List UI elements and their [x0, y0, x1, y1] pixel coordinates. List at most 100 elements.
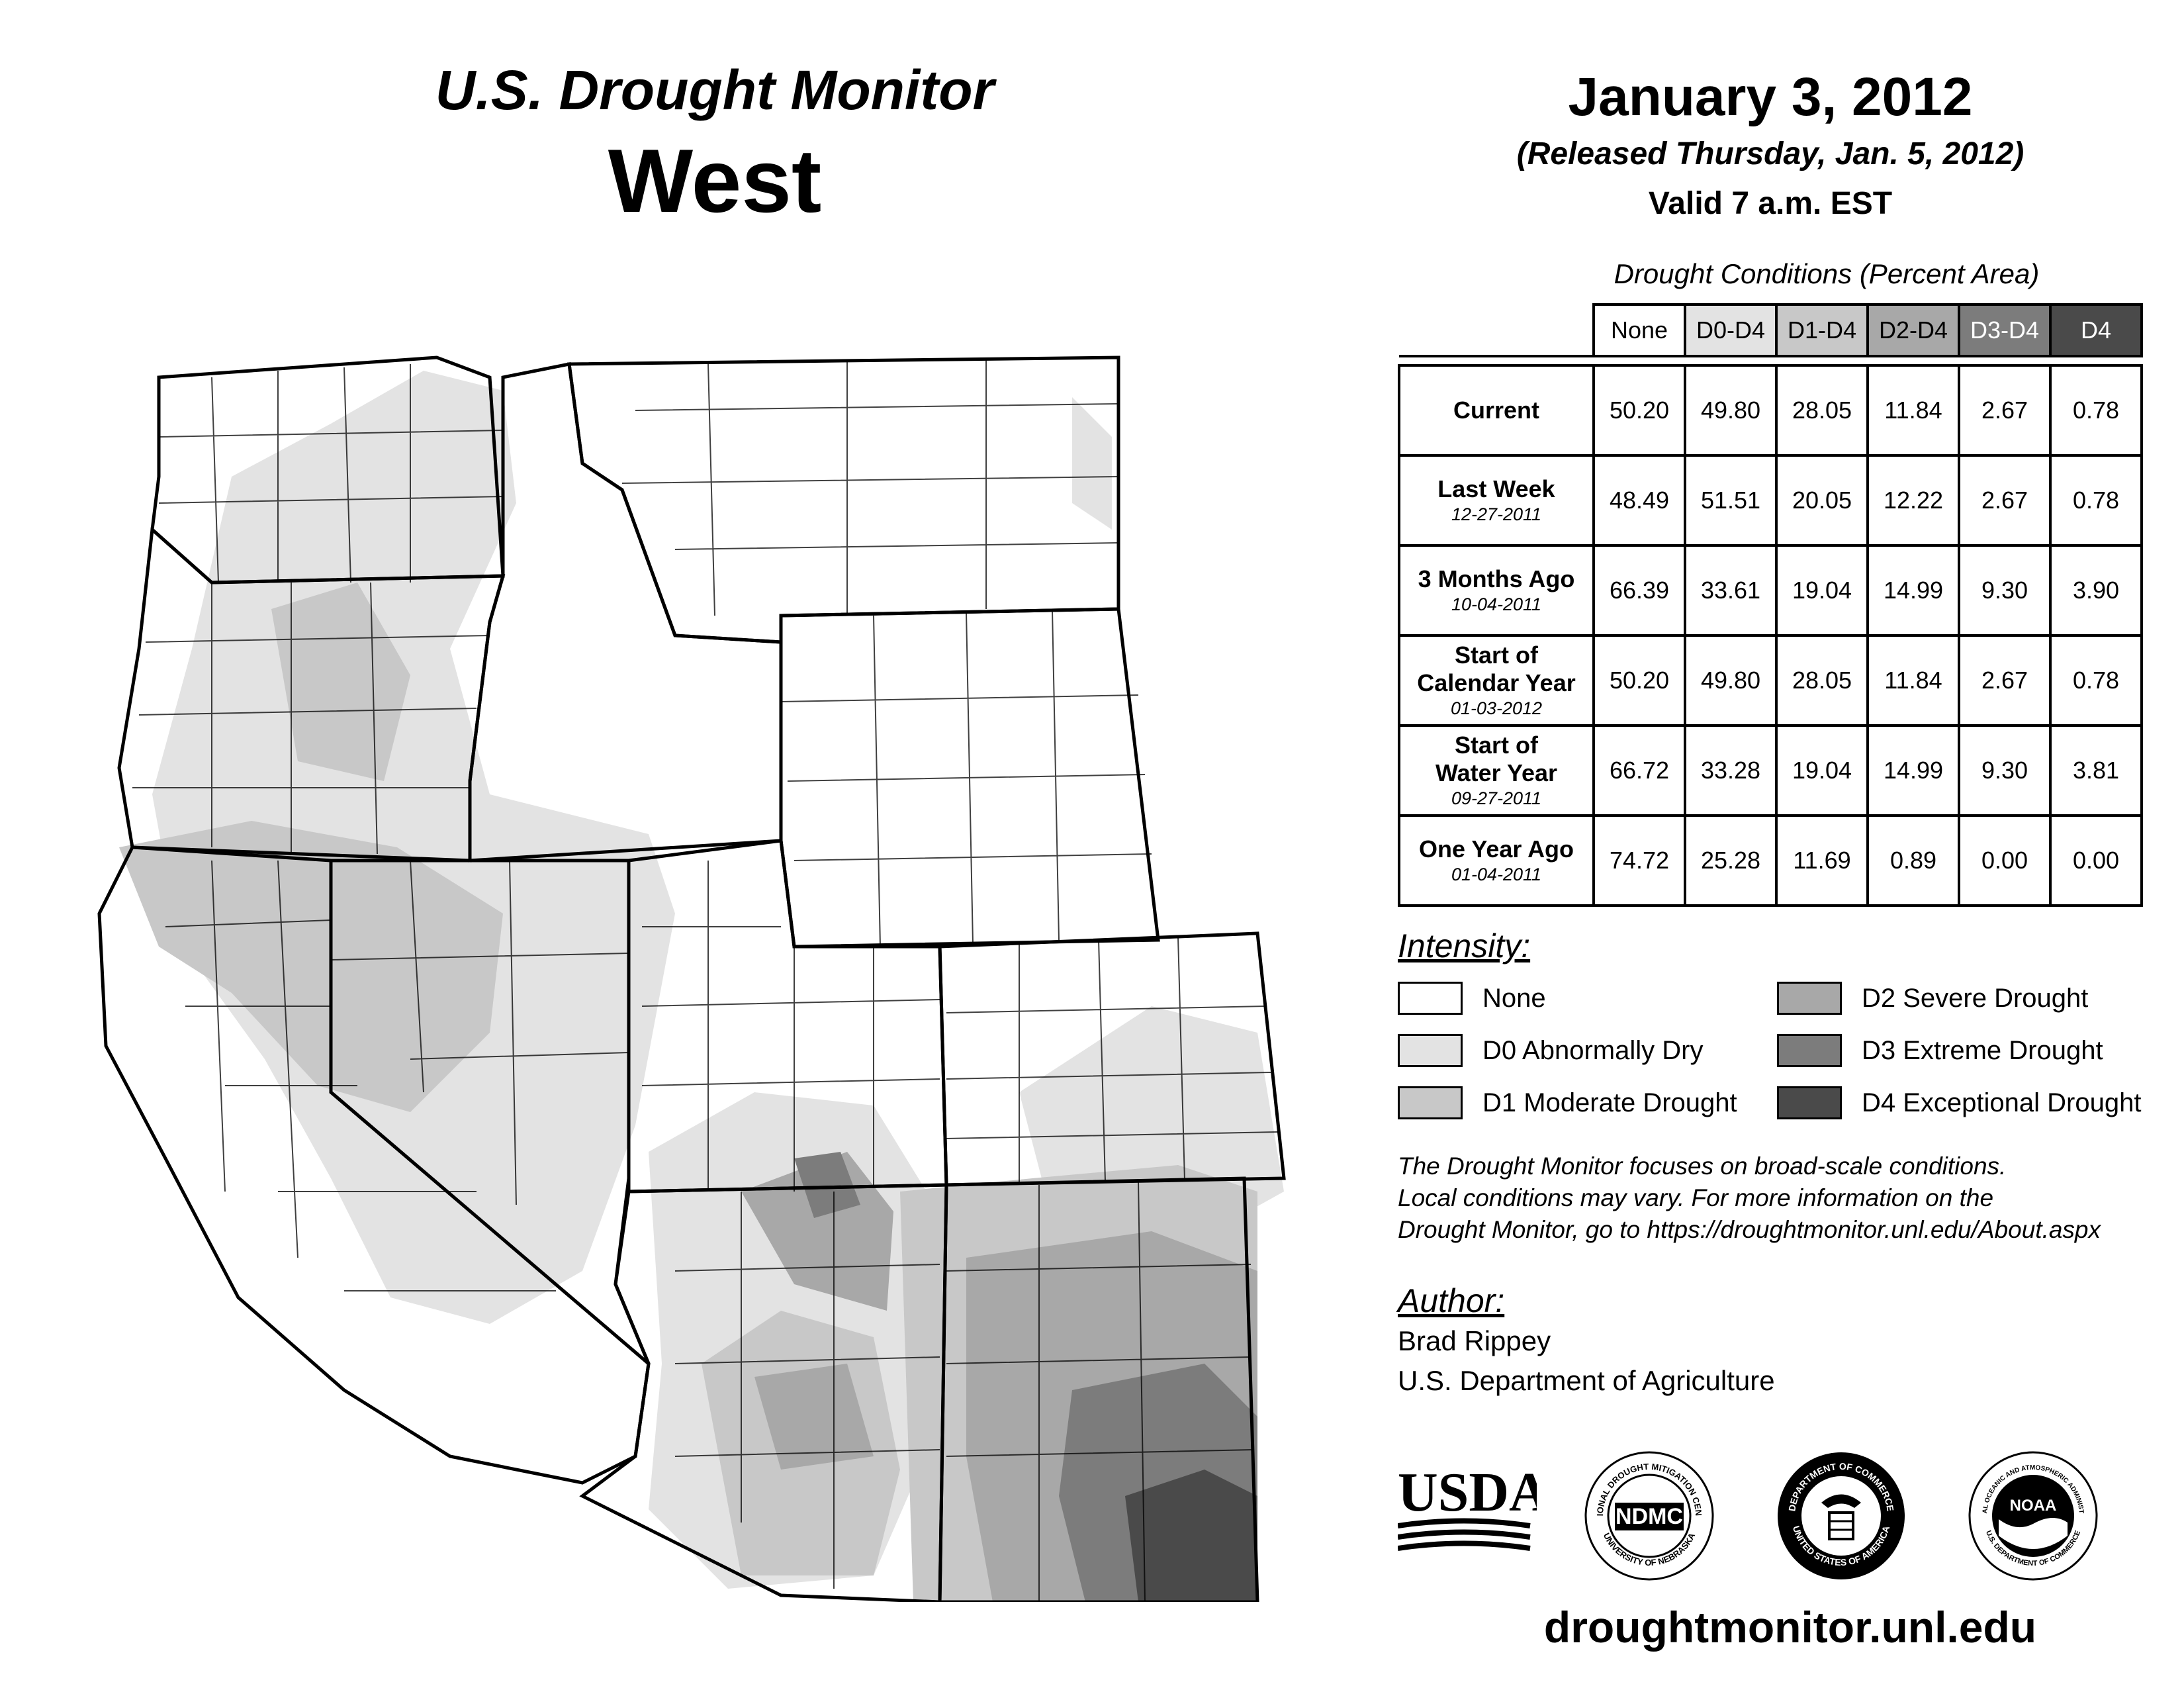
- table-cell: 14.99: [1866, 724, 1960, 817]
- row-label-main-2: Water Year: [1435, 759, 1558, 786]
- legend-label: D1 Moderate Drought: [1482, 1088, 1737, 1117]
- author-name: Brad Rippey: [1398, 1325, 1551, 1356]
- release-date: (Released Thursday, Jan. 5, 2012): [1516, 136, 2025, 171]
- row-label-main: 3 Months Ago: [1418, 565, 1575, 592]
- table-cell: 2.67: [1958, 634, 2052, 727]
- noaa-logo-text: NOAA: [2010, 1497, 2057, 1515]
- noaa-logo: NATIONAL OCEANIC AND ATMOSPHERIC ADMINIS…: [1967, 1450, 2098, 1581]
- usda-logo-text: USDA: [1398, 1463, 1537, 1523]
- ndmc-logo: NATIONAL DROUGHT MITIGATION CENTER UNIVE…: [1583, 1450, 1714, 1581]
- table-corner: [1399, 305, 1595, 357]
- col-header-none: None: [1592, 303, 1686, 357]
- table-cell: 20.05: [1775, 454, 1869, 547]
- table-cell: 0.89: [1866, 814, 1960, 907]
- table-cell: 9.30: [1958, 544, 2052, 637]
- table-row: 3 Months Ago 10-04-2011 66.39 33.61 19.0…: [1398, 544, 2143, 637]
- legend-swatch-d4: [1777, 1086, 1842, 1119]
- region-title: West: [608, 130, 822, 231]
- row-label: One Year Ago 01-04-2011: [1398, 814, 1595, 907]
- row-label-date: 12-27-2011: [1451, 504, 1542, 524]
- table-cell: 49.80: [1684, 634, 1778, 727]
- legend-swatch-d0: [1398, 1034, 1463, 1067]
- legend-label: None: [1482, 983, 1546, 1013]
- drought-stats-table: None D0-D4 D1-D4 D2-D4 D3-D4 D4 Current …: [1398, 303, 2143, 907]
- idaho-outline: [468, 362, 783, 863]
- author-organization: U.S. Department of Agriculture: [1398, 1365, 1775, 1396]
- table-cell: 51.51: [1684, 454, 1778, 547]
- table-cell: 0.78: [2049, 634, 2143, 727]
- disclaimer-note: The Drought Monitor focuses on broad-sca…: [1398, 1150, 2159, 1246]
- row-label: Start of Water Year 09-27-2011: [1398, 724, 1595, 817]
- table-cell: 33.28: [1684, 724, 1778, 817]
- legend-title: Intensity:: [1398, 927, 1531, 964]
- row-label-main: Start of: [1455, 641, 1538, 669]
- website-url[interactable]: droughtmonitor.unl.edu: [1543, 1603, 2037, 1652]
- table-cell: 74.72: [1592, 814, 1686, 907]
- table-cell: 2.67: [1958, 364, 2052, 457]
- legend-item-none: None: [1398, 982, 1546, 1015]
- table-cell: 25.28: [1684, 814, 1778, 907]
- table-row: Start of Calendar Year 01-03-2012 50.20 …: [1398, 634, 2143, 727]
- map-date: January 3, 2012: [1568, 67, 1973, 127]
- table-cell: 48.49: [1592, 454, 1686, 547]
- row-label: 3 Months Ago 10-04-2011: [1398, 544, 1595, 637]
- legend-swatch-d2: [1777, 982, 1842, 1015]
- legend-item-d0: D0 Abnormally Dry: [1398, 1034, 1703, 1067]
- table-cell: 0.00: [1958, 814, 2052, 907]
- note-line: Local conditions may vary. For more info…: [1398, 1184, 1994, 1211]
- county-lines: [132, 359, 1278, 1602]
- legend-swatch-d3: [1777, 1034, 1842, 1067]
- state-boundaries: [97, 355, 1286, 1602]
- col-header-d3-d4: D3-D4: [1958, 303, 2052, 357]
- row-label: Current: [1398, 364, 1595, 457]
- commerce-seal: DEPARTMENT OF COMMERCE UNITED STATES OF …: [1778, 1452, 1905, 1579]
- usda-logo: USDA: [1398, 1463, 1537, 1551]
- note-line: The Drought Monitor focuses on broad-sca…: [1398, 1152, 2007, 1180]
- legend-label: D3 Extreme Drought: [1862, 1035, 2103, 1065]
- table-row: One Year Ago 01-04-2011 74.72 25.28 11.6…: [1398, 814, 2143, 907]
- row-label: Last Week 12-27-2011: [1398, 454, 1595, 547]
- valid-time: Valid 7 a.m. EST: [1648, 186, 1893, 221]
- row-label-main: Last Week: [1437, 475, 1555, 502]
- row-label-main: Start of: [1455, 731, 1538, 759]
- table-row: Start of Water Year 09-27-2011 66.72 33.…: [1398, 724, 2143, 817]
- legend-item-d4: D4 Exceptional Drought: [1777, 1086, 2141, 1119]
- row-label-date: 01-03-2012: [1450, 698, 1543, 718]
- table-cell: 0.78: [2049, 364, 2143, 457]
- table-cell: 11.84: [1866, 364, 1960, 457]
- table-cell: 14.99: [1866, 544, 1960, 637]
- table-cell: 9.30: [1958, 724, 2052, 817]
- legend-label: D0 Abnormally Dry: [1482, 1035, 1704, 1065]
- map-title: U.S. Drought Monitor: [435, 59, 995, 121]
- row-label-main: Current: [1453, 397, 1539, 424]
- row-label-date: 09-27-2011: [1451, 788, 1542, 808]
- table-row: Current 50.20 49.80 28.05 11.84 2.67 0.7…: [1398, 364, 2143, 457]
- table-cell: 12.22: [1866, 454, 1960, 547]
- table-cell: 33.61: [1684, 544, 1778, 637]
- wyoming-outline: [779, 607, 1160, 949]
- legend-item-d3: D3 Extreme Drought: [1777, 1034, 2103, 1067]
- legend-swatch-none: [1398, 982, 1463, 1015]
- table-cell: 2.67: [1958, 454, 2052, 547]
- row-label: Start of Calendar Year 01-03-2012: [1398, 634, 1595, 727]
- table-cell: 0.78: [2049, 454, 2143, 547]
- col-header-d1-d4: D1-D4: [1775, 303, 1869, 357]
- table-cell: 49.80: [1684, 364, 1778, 457]
- table-cell: 11.69: [1775, 814, 1869, 907]
- table-cell: 3.81: [2049, 724, 2143, 817]
- table-cell: 11.84: [1866, 634, 1960, 727]
- row-label-date: 10-04-2011: [1451, 594, 1542, 614]
- table-row: Last Week 12-27-2011 48.49 51.51 20.05 1…: [1398, 454, 2143, 547]
- montana-outline: [567, 355, 1120, 644]
- col-header-d2-d4: D2-D4: [1866, 303, 1960, 357]
- table-cell: 28.05: [1775, 634, 1869, 727]
- table-cell: 0.00: [2049, 814, 2143, 907]
- legend-swatch-d1: [1398, 1086, 1463, 1119]
- drought-map: [97, 355, 1286, 1602]
- table-cell: 66.39: [1592, 544, 1686, 637]
- row-label-main-2: Calendar Year: [1417, 669, 1576, 696]
- table-cell: 50.20: [1592, 364, 1686, 457]
- legend-item-d2: D2 Severe Drought: [1777, 982, 2088, 1015]
- col-header-d4: D4: [2049, 303, 2143, 357]
- row-label-main: One Year Ago: [1418, 835, 1574, 863]
